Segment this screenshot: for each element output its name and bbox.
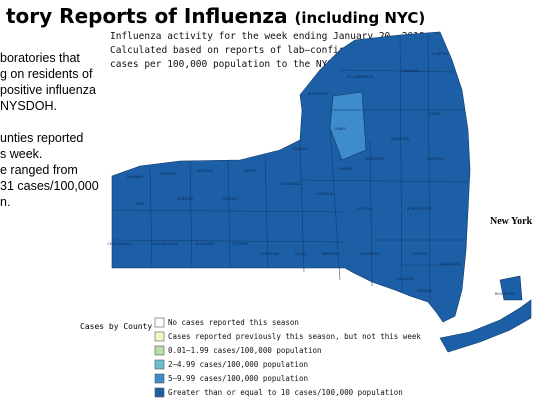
state-body [111, 31, 471, 323]
legend-label: 5—9.99 cases/100,000 population [168, 374, 308, 383]
page-title: tory Reports of Influenza (including NYC… [6, 4, 425, 28]
county-label: ESSEX [429, 112, 441, 116]
county-label: ONEIDA [338, 167, 353, 171]
county-borders [111, 33, 469, 301]
sidebar-line: positive influenza [0, 83, 96, 97]
county-label: JEFFERSON [307, 92, 328, 96]
county-label: FRANKLIN [401, 69, 419, 73]
county-label: WAYNE [244, 169, 257, 173]
county-lewis [329, 91, 367, 161]
legend-title: Cases by County [80, 322, 153, 331]
county-label: SCHENECTADY [407, 207, 434, 211]
legend-label: 2—4.99 cases/100,000 population [168, 360, 308, 369]
county-label: CHEMUNG [261, 252, 280, 256]
county-label: LEWIS [334, 127, 346, 131]
legend-label: 0.01—1.99 cases/100,000 population [168, 346, 322, 355]
legend-label: Cases reported previously this season, b… [168, 332, 421, 341]
legend-swatch [154, 373, 165, 384]
sidebar-line: 31 cases/100,000 [0, 179, 99, 193]
legend-swatch [154, 331, 165, 342]
county-label: HAMILTON [391, 137, 410, 141]
legend: No cases reported this season Cases repor… [154, 317, 421, 398]
description-line: Influenza activity for the week ending J… [110, 31, 431, 42]
sidebar-line: g on residents of [0, 67, 93, 81]
county-label: DUTCHESS [440, 262, 460, 266]
county-label: WARREN [427, 157, 443, 161]
county-label: ERIE [136, 202, 145, 206]
county-label: SULLIVAN [396, 277, 414, 281]
legend-swatch [154, 387, 165, 398]
county-label: RICHMOND [495, 292, 515, 296]
subtitle: (including NYC) [294, 9, 426, 27]
legend-swatch [154, 317, 165, 328]
county-label: BROOME [322, 252, 339, 256]
county-label: DELAWARE [360, 252, 381, 256]
legend-swatch [154, 345, 165, 356]
county-label: ORANGE [417, 289, 433, 293]
sidebar-line: e ranged from [0, 163, 78, 177]
county-label: ALLEGANY [196, 242, 216, 246]
sidebar-line: n. [0, 195, 11, 209]
sidebar-line: boratories that [0, 51, 80, 65]
description-line: cases per 100,000 population to the NYSD… [110, 59, 356, 70]
county-label: ULSTER [413, 252, 427, 256]
county-label: ST. LAWRENCE [347, 75, 374, 79]
county-label: TIOGA [293, 252, 306, 256]
title: tory Reports of Influenza [6, 4, 288, 28]
sidebar-line: unties reported [0, 131, 84, 145]
county-label: MONROE [197, 169, 214, 173]
county-label: GENESEE [177, 197, 195, 201]
county-label: CLINTON [432, 52, 448, 56]
legend-label: No cases reported this season [168, 318, 299, 327]
county-label: STEUBEN [232, 242, 249, 246]
county-label: HERKIMER [366, 157, 385, 161]
county-label: OSWEGO [292, 147, 309, 151]
staten-island [499, 275, 523, 301]
county-label: ONONDAGA [279, 182, 301, 186]
inset-label: New York C [490, 216, 534, 227]
state [111, 31, 532, 353]
description-line: Calculated based on reports of lab—confi… [110, 45, 419, 56]
long-island [439, 299, 532, 353]
county-label: CATTARAUGUS [152, 242, 179, 246]
description: Influenza activity for the week ending J… [110, 30, 430, 72]
legend-swatch [154, 359, 165, 370]
county-label: NIAGARA [127, 175, 144, 179]
sidebar-line: NYSDOH. [0, 99, 57, 113]
legend-label: Greater than or equal to 10 cases/100,00… [168, 388, 403, 397]
county-label: ORLEANS [159, 172, 177, 176]
county-label: MADISON [316, 192, 333, 196]
county-label: OTSEGO [357, 207, 372, 211]
sidebar-line: s week. [0, 147, 43, 161]
county-label: ONTARIO [222, 197, 238, 201]
county-labels: ST. LAWRENCE FRANKLIN CLINTON JEFFERSON LEWI… [107, 52, 515, 296]
county-label: CHAUTAUQUA [107, 242, 133, 246]
sidebar: boratories that g on residents of positive… [0, 50, 99, 210]
